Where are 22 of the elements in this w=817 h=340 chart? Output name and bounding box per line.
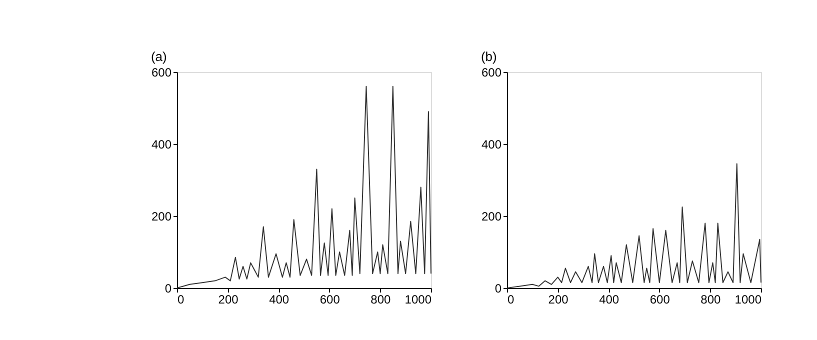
x-tick-label: 0 bbox=[508, 292, 514, 306]
y-tick-label: 400 bbox=[151, 138, 172, 152]
x-tick-label: 0 bbox=[178, 292, 184, 306]
x-tick-label: 1000 bbox=[404, 292, 432, 306]
y-tick-label: 200 bbox=[151, 210, 172, 224]
y-tick-label: 0 bbox=[494, 282, 502, 296]
chart-title: (a) bbox=[150, 49, 167, 64]
x-tick-label: 400 bbox=[269, 292, 290, 306]
x-tick-label: 1000 bbox=[734, 292, 762, 306]
y-tick-label: 200 bbox=[481, 210, 502, 224]
x-tick-label: 600 bbox=[320, 292, 340, 306]
x-tick-label: 800 bbox=[700, 292, 722, 306]
x-tick-label: 600 bbox=[650, 292, 670, 306]
chart-title: (b) bbox=[480, 49, 497, 64]
y-tick-label: 600 bbox=[481, 66, 502, 80]
y-tick-label: 600 bbox=[151, 66, 172, 80]
x-tick-label: 400 bbox=[599, 292, 620, 306]
y-tick-label: 0 bbox=[164, 282, 172, 296]
x-tick-label: 200 bbox=[548, 292, 569, 306]
x-tick-label: 200 bbox=[218, 292, 239, 306]
y-tick-label: 400 bbox=[481, 138, 502, 152]
x-tick-label: 800 bbox=[370, 292, 392, 306]
